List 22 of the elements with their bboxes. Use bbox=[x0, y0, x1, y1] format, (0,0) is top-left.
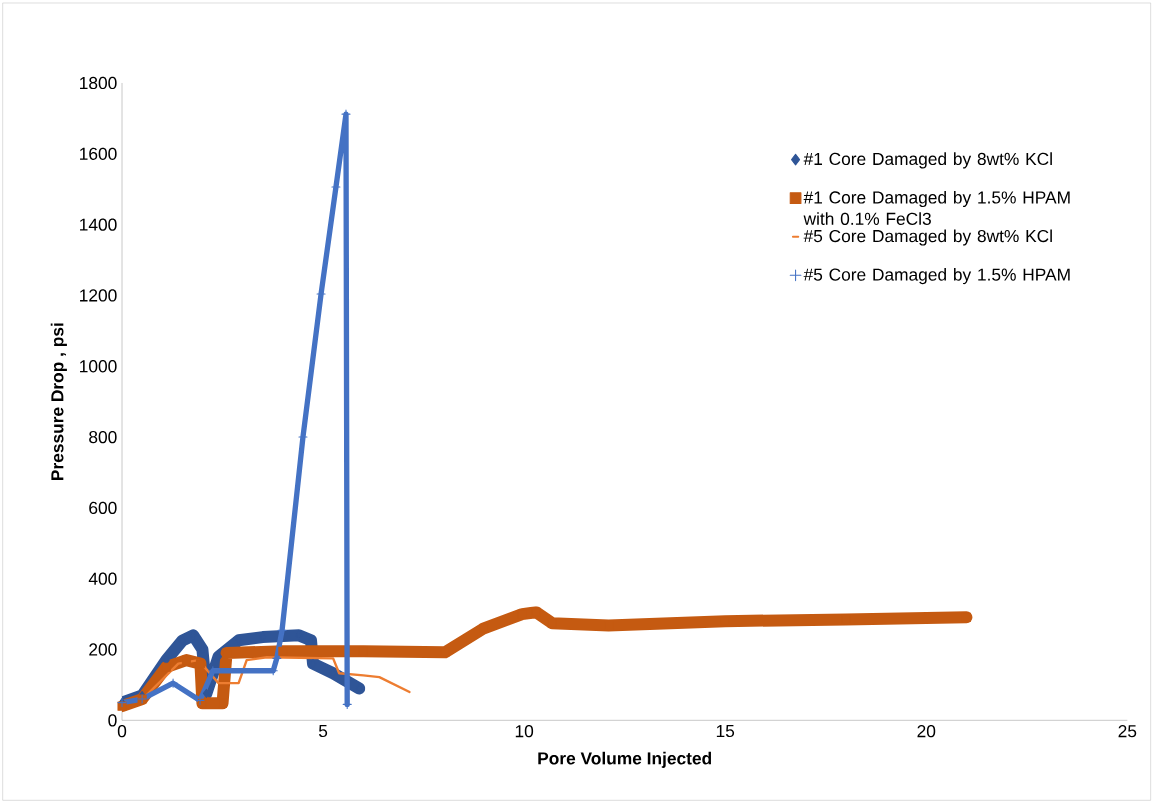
x-tick-label: 5 bbox=[318, 725, 328, 738]
y-axis-title: Pressure Drop , psi bbox=[50, 323, 67, 480]
y-tick-label: 1600 bbox=[80, 147, 117, 160]
x-tick-label: 10 bbox=[515, 725, 534, 738]
legend-label: #1 Core Damaged by 1.5% HPAM with 0.1% FeCl3 bbox=[803, 190, 1070, 225]
y-tick-label: 1000 bbox=[80, 360, 117, 373]
y-tick-label: 1200 bbox=[80, 289, 117, 302]
x-tick-label: 0 bbox=[117, 725, 127, 738]
y-tick-label: 200 bbox=[89, 643, 117, 656]
legend-label: #1 Core Damaged by 8wt% KCl bbox=[803, 152, 1052, 169]
y-tick-label: 600 bbox=[89, 501, 117, 515]
x-axis-title: Pore Volume Injected bbox=[538, 751, 712, 768]
y-tick-label: 1400 bbox=[80, 218, 117, 231]
x-tick-label: 25 bbox=[1118, 725, 1137, 738]
legend-label: #5 Core Damaged by 1.5% HPAM bbox=[803, 268, 1070, 285]
y-tick-label: 800 bbox=[89, 430, 117, 444]
x-tick-label: 15 bbox=[716, 725, 735, 738]
legend-label: #5 Core Damaged by 8wt% KCl bbox=[803, 229, 1052, 246]
y-tick-label: 0 bbox=[108, 714, 117, 727]
y-tick-label: 1800 bbox=[80, 76, 117, 90]
y-tick-label: 400 bbox=[88, 572, 117, 585]
x-tick-label: 20 bbox=[917, 725, 936, 738]
